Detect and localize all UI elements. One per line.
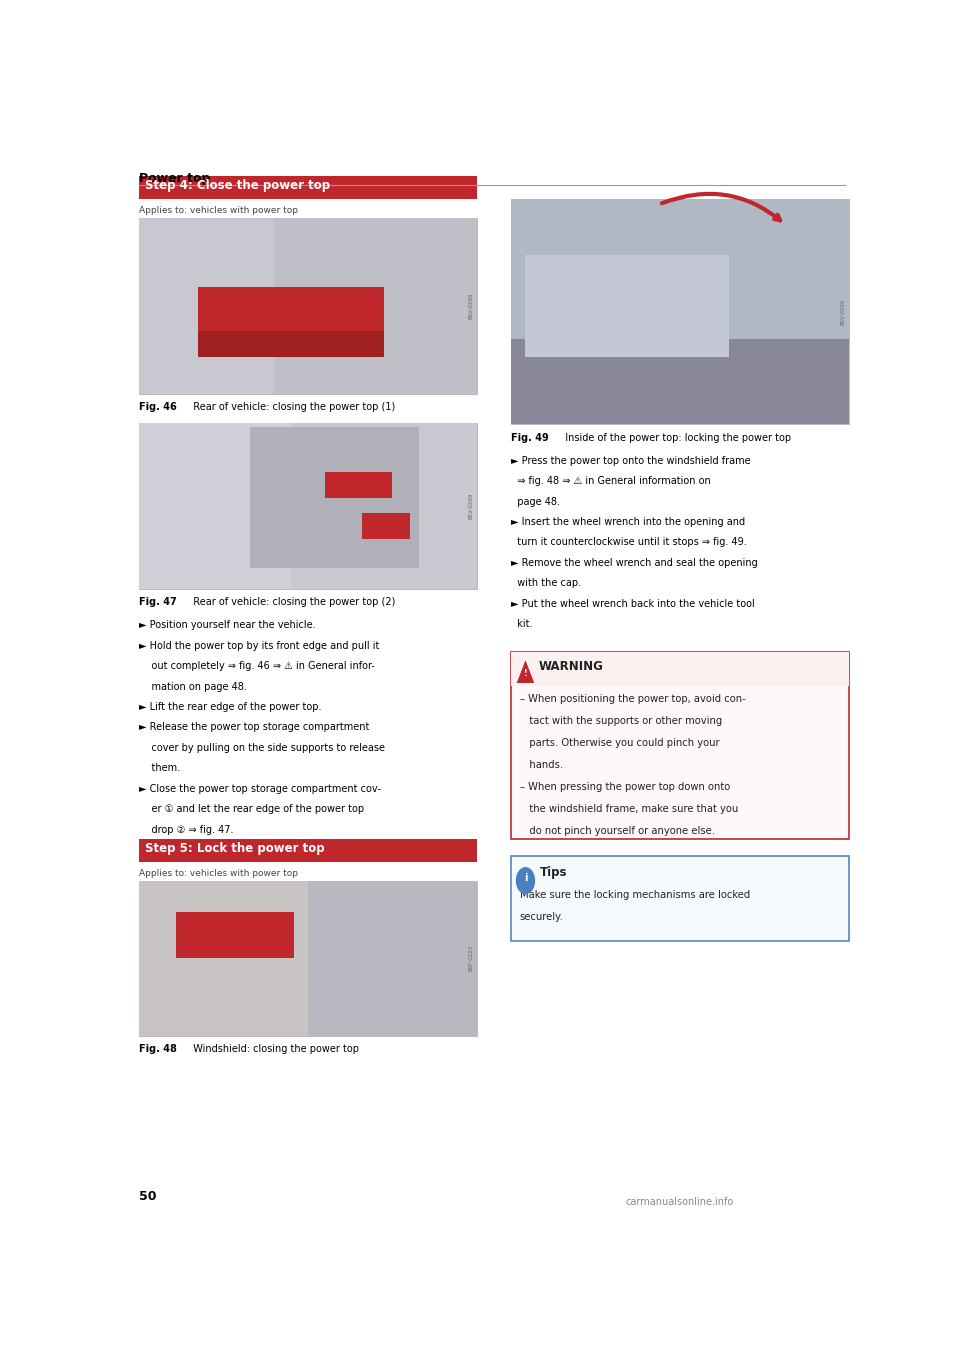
Text: hands.: hands. xyxy=(519,761,563,770)
Text: out completely ⇒ fig. 46 ⇒ ⚠ in General infor-: out completely ⇒ fig. 46 ⇒ ⚠ in General … xyxy=(138,661,374,671)
Text: page 48.: page 48. xyxy=(511,497,560,506)
Bar xyxy=(525,256,729,357)
Text: Fig. 47: Fig. 47 xyxy=(138,597,177,607)
Text: kit.: kit. xyxy=(511,619,532,629)
Text: the windshield frame, make sure that you: the windshield frame, make sure that you xyxy=(519,804,738,814)
Bar xyxy=(511,652,849,686)
Text: er ① and let the rear edge of the power top: er ① and let the rear edge of the power … xyxy=(138,804,364,814)
Text: ► Put the wheel wrench back into the vehicle tool: ► Put the wheel wrench back into the veh… xyxy=(511,599,755,608)
Text: Inside of the power top: locking the power top: Inside of the power top: locking the pow… xyxy=(559,433,791,442)
Circle shape xyxy=(516,867,535,894)
Bar xyxy=(176,912,295,958)
Text: parts. Otherwise you could pinch your: parts. Otherwise you could pinch your xyxy=(519,738,719,749)
Text: Rear of vehicle: closing the power top (2): Rear of vehicle: closing the power top (… xyxy=(187,597,396,607)
Text: Tips: Tips xyxy=(540,866,568,879)
Text: ► Position yourself near the vehicle.: ► Position yourself near the vehicle. xyxy=(138,621,315,630)
Text: Fig. 49: Fig. 49 xyxy=(511,433,548,442)
Text: ► Lift the rear edge of the power top.: ► Lift the rear edge of the power top. xyxy=(138,702,321,712)
Bar xyxy=(138,881,477,1036)
Bar xyxy=(511,339,849,425)
Text: do not pinch yourself or anyone else.: do not pinch yourself or anyone else. xyxy=(519,826,714,836)
Text: Rear of vehicle: closing the power top (1): Rear of vehicle: closing the power top (… xyxy=(187,403,396,412)
Bar xyxy=(362,513,410,539)
Bar xyxy=(138,218,477,393)
Text: carmanualsonline.info: carmanualsonline.info xyxy=(626,1196,734,1207)
Polygon shape xyxy=(516,659,535,683)
Text: Step 5: Lock the power top: Step 5: Lock the power top xyxy=(145,842,324,855)
Text: ⇒ fig. 48 ⇒ ⚠ in General information on: ⇒ fig. 48 ⇒ ⚠ in General information on xyxy=(511,476,710,486)
Text: tact with the supports or other moving: tact with the supports or other moving xyxy=(519,716,722,727)
Text: !: ! xyxy=(523,668,527,678)
Text: – When positioning the power top, avoid con-: – When positioning the power top, avoid … xyxy=(519,694,745,704)
Bar xyxy=(138,881,477,1036)
Text: cover by pulling on the side supports to release: cover by pulling on the side supports to… xyxy=(138,743,385,753)
Text: ► Remove the wheel wrench and seal the opening: ► Remove the wheel wrench and seal the o… xyxy=(511,558,757,568)
Bar xyxy=(138,176,477,199)
Bar xyxy=(138,423,477,589)
Text: ► Insert the wheel wrench into the opening and: ► Insert the wheel wrench into the openi… xyxy=(511,517,745,527)
Text: ► Hold the power top by its front edge and pull it: ► Hold the power top by its front edge a… xyxy=(138,641,379,651)
Bar xyxy=(138,881,308,1036)
Text: BSV-0290: BSV-0290 xyxy=(841,298,846,325)
Bar xyxy=(198,331,384,357)
Text: ► Close the power top storage compartment cov-: ► Close the power top storage compartmen… xyxy=(138,784,380,793)
Text: B8F-0223: B8F-0223 xyxy=(468,945,473,972)
Text: i: i xyxy=(524,874,527,883)
Text: Step 4: Close the power top: Step 4: Close the power top xyxy=(145,180,329,192)
Bar xyxy=(138,838,477,862)
Bar xyxy=(251,427,420,568)
Bar xyxy=(511,856,849,942)
Bar xyxy=(198,287,384,357)
Bar xyxy=(324,471,392,498)
Text: ► Press the power top onto the windshield frame: ► Press the power top onto the windshiel… xyxy=(511,456,750,465)
Text: turn it counterclockwise until it stops ⇒ fig. 49.: turn it counterclockwise until it stops … xyxy=(511,538,746,547)
Bar xyxy=(138,218,477,393)
Bar xyxy=(511,199,849,425)
Text: drop ② ⇒ fig. 47.: drop ② ⇒ fig. 47. xyxy=(138,825,233,834)
Text: securely.: securely. xyxy=(519,912,564,923)
Text: Applies to: vehicles with power top: Applies to: vehicles with power top xyxy=(138,207,298,215)
Text: BSV-0289: BSV-0289 xyxy=(468,493,473,519)
Text: Fig. 48: Fig. 48 xyxy=(138,1044,177,1055)
Text: Power top: Power top xyxy=(138,171,210,185)
Text: 50: 50 xyxy=(138,1191,156,1203)
Text: Windshield: closing the power top: Windshield: closing the power top xyxy=(187,1044,359,1055)
Text: with the cap.: with the cap. xyxy=(511,578,581,588)
Text: – When pressing the power top down onto: – When pressing the power top down onto xyxy=(519,783,730,792)
Text: BSV-0288: BSV-0288 xyxy=(468,293,473,318)
Bar xyxy=(138,423,477,589)
Text: mation on page 48.: mation on page 48. xyxy=(138,682,247,691)
Text: WARNING: WARNING xyxy=(539,660,604,672)
Text: them.: them. xyxy=(138,764,180,773)
Text: Applies to: vehicles with power top: Applies to: vehicles with power top xyxy=(138,870,298,878)
Bar xyxy=(138,218,274,393)
Text: Make sure the locking mechanisms are locked: Make sure the locking mechanisms are loc… xyxy=(519,890,750,900)
Text: Fig. 46: Fig. 46 xyxy=(138,403,177,412)
Text: ► Release the power top storage compartment: ► Release the power top storage compartm… xyxy=(138,723,369,732)
Bar xyxy=(511,199,849,425)
Bar xyxy=(138,423,291,589)
Bar xyxy=(511,652,849,838)
